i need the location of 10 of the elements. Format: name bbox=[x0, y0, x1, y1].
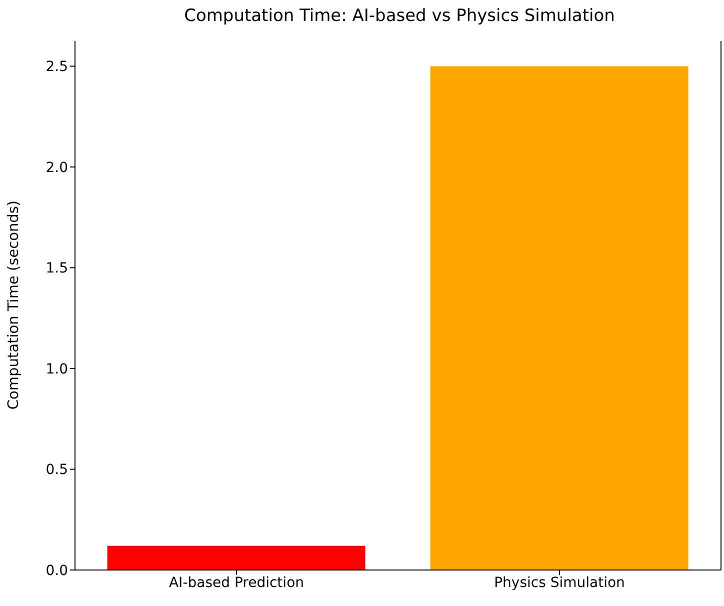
y-tick-label: 2.5 bbox=[46, 59, 68, 76]
chart-title: Computation Time: AI-based vs Physics Simulation bbox=[183, 6, 616, 26]
y-tick-label: 1.5 bbox=[46, 260, 68, 277]
y-tick-label: 0.0 bbox=[46, 562, 68, 579]
y-tick-label: 2.0 bbox=[46, 160, 68, 176]
x-tick-label: Physics Simulation bbox=[494, 574, 625, 591]
y-tick-label: 1.0 bbox=[46, 361, 68, 378]
x-tick-label: AI-based Prediction bbox=[168, 574, 304, 591]
y-axis-title: Computation Time (seconds) bbox=[6, 200, 22, 410]
y-tick-label: 0.5 bbox=[46, 462, 68, 478]
